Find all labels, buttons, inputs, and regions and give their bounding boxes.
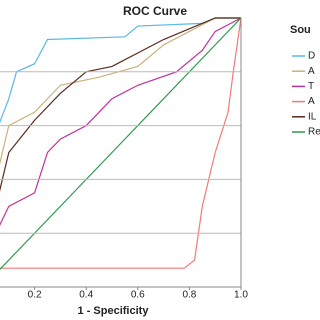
roc-line [0,17,241,165]
legend-label: A [308,96,315,107]
chart-title: ROC Curve [123,4,187,18]
roc-line [0,17,241,124]
x-tick-label: 0.6 [131,290,145,301]
legend-label: IL [308,111,317,122]
x-tick-label: 0.8 [182,290,196,301]
roc-line [0,17,242,227]
x-tick-label: 1.0 [234,290,248,301]
legend-label: Re [308,127,320,138]
legend-title: Sou [290,24,311,36]
legend-label: D [308,51,315,62]
legend-label: A [308,66,315,77]
roc-line [0,17,242,271]
roc-line [0,17,241,192]
x-tick-label: 0.2 [28,290,42,301]
x-axis-label: 1 - Specificity [78,305,150,317]
legend-label: T [308,81,314,92]
plot-area [0,17,242,271]
x-tick-label: 0.4 [79,290,93,301]
